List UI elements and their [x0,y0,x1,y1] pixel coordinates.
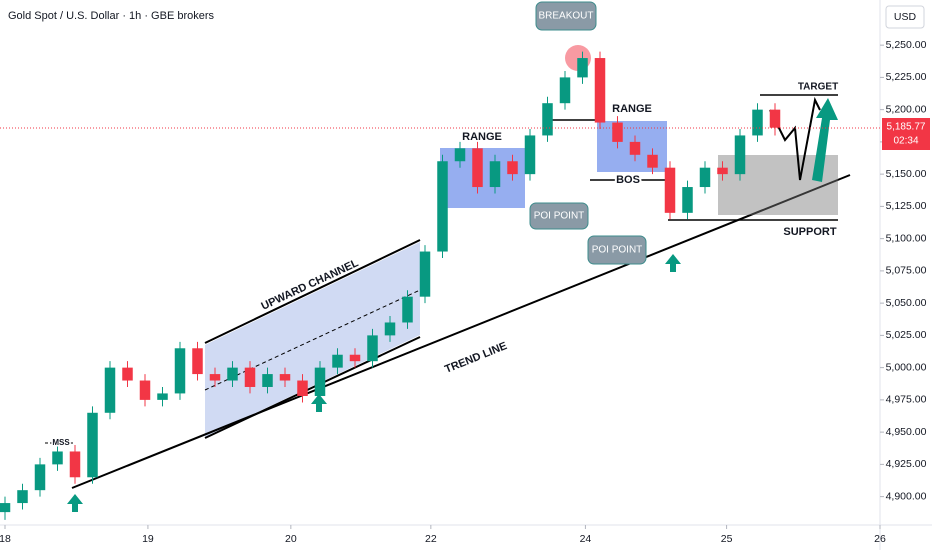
y-tick-label: 5,125.00 [886,200,927,212]
candle-body [384,322,396,336]
arrow-up [665,254,681,272]
y-tick-label: 5,075.00 [886,265,927,277]
candle-body [699,167,711,188]
trend-line [71,174,851,489]
candle-body [524,135,536,175]
y-tick-label: 4,975.00 [886,394,927,406]
label-target: TARGET [798,82,838,93]
target-arrow [812,98,838,182]
y-tick-label: 4,925.00 [886,458,927,470]
candle-body [69,451,81,478]
candle-body [262,374,273,387]
bubble [587,235,647,265]
x-tick-label: 19 [142,533,154,545]
bubble [535,1,597,31]
candle-body [332,354,343,368]
candle-body [227,367,238,381]
x-tick-label: 22 [425,533,437,545]
projection [769,96,821,181]
price-box [882,117,930,150]
bubble [529,202,589,230]
y-tick-label: 4,950.00 [886,426,927,438]
candle-body [0,503,11,513]
y-tick-label: 5,150.00 [886,168,927,180]
candle-body [734,135,746,175]
arrow-up [67,494,83,512]
channel-box [205,242,420,437]
x-tick-label: 25 [721,533,733,545]
candle-body [192,348,203,375]
y-tick-label: 5,100.00 [886,232,927,244]
candle-body [507,161,518,175]
annotations [0,1,851,520]
currency-box[interactable] [885,5,925,29]
x-tick-label: 18 [0,533,11,545]
candle-body [314,367,326,397]
candle-body [542,103,553,136]
y-tick-label: 5,225.00 [886,71,927,83]
y-tick-label: 5,200.00 [886,103,927,115]
candle-body [682,187,693,213]
candle-body [454,148,466,162]
x-tick-label: 20 [285,533,297,545]
candle-body [87,412,98,478]
candle-body [174,348,186,394]
candle-body [472,148,483,188]
candle-body [244,367,256,387]
channel-line [204,239,421,344]
price-label: 5,185.77 [887,122,926,133]
candle-body [349,354,361,362]
x-tick-label: 24 [580,533,592,545]
candle-body [139,380,151,400]
countdown: 02:34 [893,136,918,147]
candle-body [52,451,63,465]
x-tick-label: 26 [874,533,886,545]
candle-body [752,109,763,136]
candle-body [612,122,623,142]
candle-body [577,58,588,78]
label-poi: POI POINT [534,211,585,222]
candle-body [104,367,116,413]
candle-body [717,167,728,175]
candle-body [594,58,606,123]
candle-body [769,109,781,128]
y-tick-label: 5,000.00 [886,361,927,373]
candle-body [559,77,571,104]
candle-body [489,161,501,188]
arrow-up [311,394,327,412]
candle-body [419,251,431,297]
currency: USD [894,11,917,23]
channel-line [204,336,421,439]
y-tick-label: 5,025.00 [886,329,927,341]
candle-body [367,335,378,362]
candle-body [17,490,28,504]
y-tick-label: 4,900.00 [886,490,927,502]
label-poi: POI POINT [592,245,643,256]
candle-body [279,374,291,381]
candle-body [157,393,168,400]
candle-body [122,367,133,381]
candle-body [297,380,308,397]
candle-body [647,154,658,168]
channel-mid [204,289,421,391]
candle-body [402,296,413,323]
y-tick-label: 5,250.00 [886,39,927,51]
candle-body [664,167,676,213]
label-mss: MSS [52,438,70,447]
label-bos: BOS [616,174,640,186]
chart-title: Gold Spot / U.S. Dollar · 1h · GBE broke… [8,10,215,22]
candle-body [437,161,448,252]
candle-body [209,374,221,381]
label-support: SUPPORT [783,226,836,238]
y-tick-label: 5,050.00 [886,297,927,309]
label-range: RANGE [462,131,502,143]
label-breakout: BREAKOUT [538,11,593,22]
candle-body [629,141,641,155]
label-range: RANGE [612,103,652,115]
candle-body [34,464,46,491]
